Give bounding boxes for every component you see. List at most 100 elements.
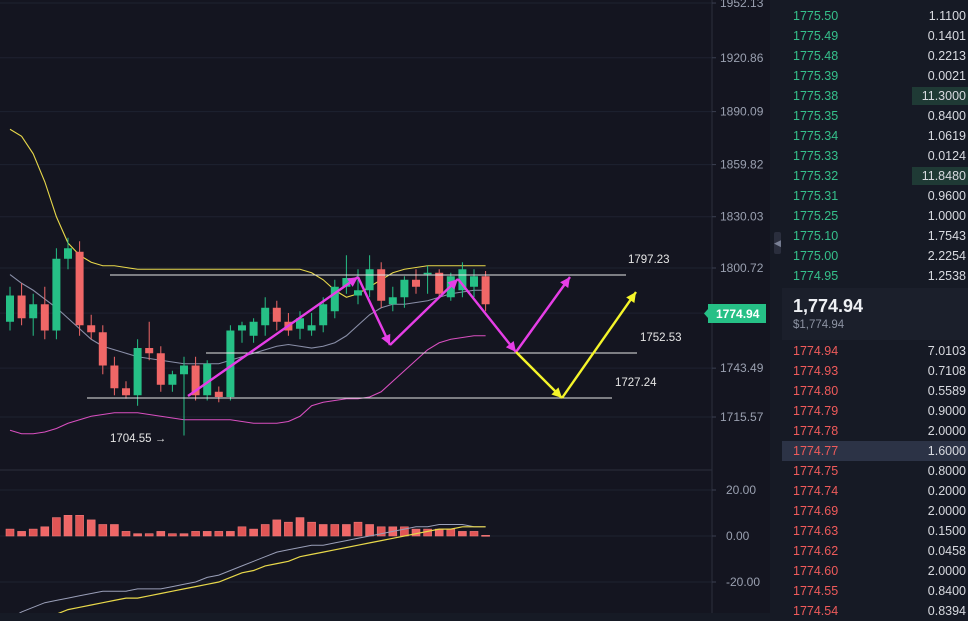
indicator-axis[interactable]: 20.00 0.00 -20.00 — [712, 483, 760, 589]
macd-bar — [249, 528, 258, 537]
candle — [52, 248, 61, 340]
order-amount: 0.0458 — [927, 544, 966, 558]
order-price: 1775.49 — [793, 29, 839, 43]
order-price: 1774.80 — [793, 384, 839, 398]
bid-row[interactable]: 1774.80 0.5589 — [782, 381, 968, 401]
candle — [261, 297, 270, 336]
order-price: 1775.35 — [793, 109, 839, 123]
candle — [6, 286, 14, 331]
order-amount: 0.1500 — [927, 524, 966, 538]
macd-bar — [342, 524, 351, 537]
bid-row[interactable]: 1774.74 0.2000 — [782, 481, 968, 501]
price-tick-label: 1920.86 — [720, 51, 764, 65]
order-amount: 0.8000 — [927, 464, 966, 478]
ask-row[interactable]: 1775.49 0.1401 — [782, 26, 968, 46]
resistance-label: 1797.23 — [628, 254, 670, 266]
price-axis[interactable]: 1952.13 1920.86 1890.09 1859.82 1830.03 1800.… — [712, 0, 764, 424]
bid-row[interactable]: 1774.63 0.1500 — [782, 521, 968, 541]
bid-row[interactable]: 1774.79 0.9000 — [782, 401, 968, 421]
bid-row[interactable]: 1774.93 0.7108 — [782, 361, 968, 381]
candle — [238, 321, 246, 343]
chart-annotations: 1797.23 1752.53 1727.24 1704.55 → — [110, 254, 682, 445]
price-tick-label: 1715.57 — [720, 410, 764, 424]
upper-band-line — [9, 128, 486, 298]
order-price: 1775.25 — [793, 209, 839, 223]
order-price: 1774.74 — [793, 484, 839, 498]
candle — [133, 339, 142, 406]
macd-bar — [318, 524, 328, 537]
candle — [75, 241, 84, 336]
collapse-panel-icon[interactable]: ◀ — [774, 232, 781, 254]
order-price: 1775.31 — [793, 189, 839, 203]
candle — [87, 314, 96, 340]
bid-row[interactable]: 1774.62 0.0458 — [782, 541, 968, 561]
order-price: 1774.78 — [793, 424, 839, 438]
depth-bar — [912, 167, 968, 185]
order-price: 1774.69 — [793, 504, 839, 518]
candle — [64, 237, 72, 270]
candle — [412, 269, 420, 294]
order-amount: 0.5589 — [927, 384, 966, 398]
arrow-up-1 — [187, 276, 359, 397]
macd-bar — [156, 531, 166, 537]
order-book: 1775.50 1.1100 1775.49 0.1401 1775.48 0.2213 1… — [782, 0, 968, 618]
order-amount: 0.8400 — [927, 584, 966, 598]
ask-row[interactable]: 1775.32 11.8480 — [782, 166, 968, 186]
ask-row[interactable]: 1775.25 1.0000 — [782, 206, 968, 226]
indicator-tick-label: 0.00 — [726, 529, 750, 543]
order-amount: 0.1401 — [927, 29, 966, 43]
macd-bar — [365, 524, 374, 537]
support-low-label: 1727.24 — [615, 377, 657, 389]
ask-row[interactable]: 1775.34 1.0619 — [782, 126, 968, 146]
macd-bar — [237, 526, 247, 537]
bid-row[interactable]: 1774.75 0.8000 — [782, 461, 968, 481]
bid-row[interactable]: 1774.78 2.0000 — [782, 421, 968, 441]
price-tick-label: 1952.13 — [720, 0, 764, 10]
macd-bar — [110, 524, 119, 537]
current-price-label: 1774.94 — [716, 307, 760, 321]
ask-row[interactable]: 1775.33 0.0124 — [782, 146, 968, 166]
ask-row[interactable]: 1775.39 0.0021 — [782, 66, 968, 86]
macd-bar — [260, 524, 270, 537]
order-price: 1774.63 — [793, 524, 839, 538]
chart-area[interactable]: 1797.23 1752.53 1727.24 1704.55 → 1952.1… — [0, 0, 770, 613]
candle — [29, 293, 38, 336]
candle — [249, 318, 258, 343]
candle — [377, 262, 386, 308]
ask-row[interactable]: 1775.38 11.3000 — [782, 86, 968, 106]
price-tick-label: 1800.72 — [720, 261, 764, 275]
bid-row[interactable]: 1774.60 2.0000 — [782, 561, 968, 581]
candle — [307, 313, 316, 336]
candle — [296, 311, 304, 340]
ask-row[interactable]: 1775.50 1.1100 — [782, 6, 968, 26]
ask-row[interactable]: 1775.00 2.2254 — [782, 246, 968, 266]
macd-bar — [458, 531, 467, 537]
order-price: 1774.62 — [793, 544, 839, 558]
ask-row[interactable]: 1775.48 0.2213 — [782, 46, 968, 66]
bid-row[interactable]: 1774.69 2.0000 — [782, 501, 968, 521]
candle — [330, 279, 339, 319]
candlestick-chart[interactable]: 1797.23 1752.53 1727.24 1704.55 → 1952.1… — [0, 0, 770, 613]
ask-row[interactable]: 1775.31 0.9600 — [782, 186, 968, 206]
macd-bar — [481, 535, 490, 537]
bid-row[interactable]: 1774.54 0.8394 — [782, 601, 968, 621]
order-price: 1775.38 — [793, 89, 839, 103]
macd-bar — [133, 533, 142, 537]
order-amount: 0.2213 — [927, 49, 966, 63]
panel-splitter[interactable] — [770, 0, 782, 613]
order-price: 1774.93 — [793, 364, 839, 378]
bid-row[interactable]: 1774.77 1.6000 — [782, 441, 968, 461]
bid-row[interactable]: 1774.94 7.0103 — [782, 341, 968, 361]
ask-row[interactable]: 1775.10 1.7543 — [782, 226, 968, 246]
candle — [365, 255, 374, 298]
candle — [458, 262, 467, 298]
ask-row[interactable]: 1775.35 0.8400 — [782, 106, 968, 126]
macd-bar — [214, 531, 224, 537]
macd-bar — [168, 533, 177, 537]
macd-bar — [307, 521, 316, 537]
candle — [272, 300, 281, 331]
order-price: 1774.95 — [793, 269, 839, 283]
bid-row[interactable]: 1774.55 0.8400 — [782, 581, 968, 601]
support-resistance-lines — [87, 274, 637, 399]
ask-row[interactable]: 1774.95 1.2538 — [782, 266, 968, 286]
